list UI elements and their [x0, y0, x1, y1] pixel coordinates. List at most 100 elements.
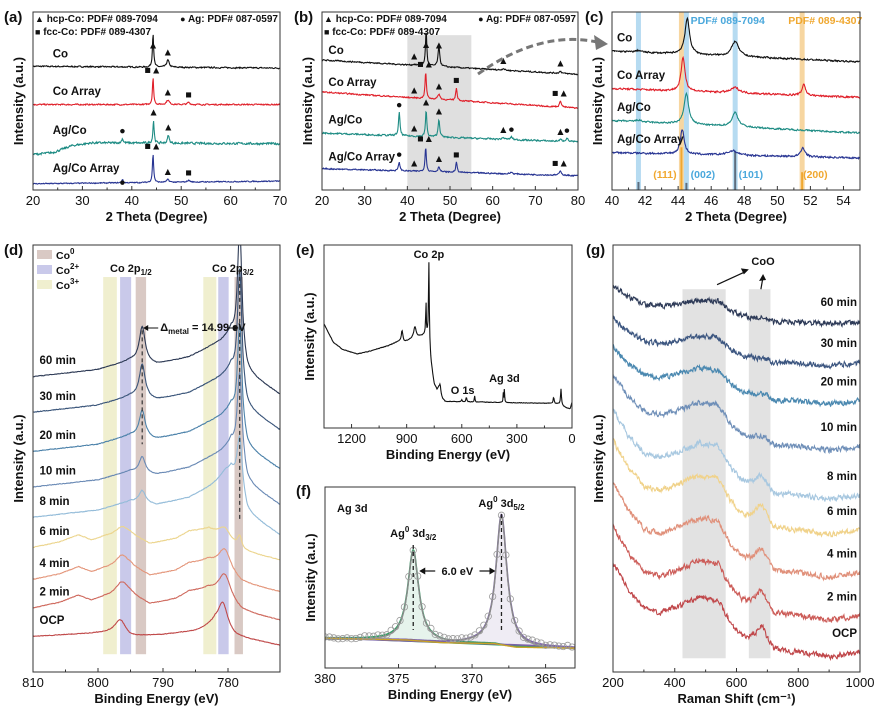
x-tick-label: 20 [26, 193, 40, 208]
data-point [550, 641, 559, 649]
legend-label: Co3+ [56, 277, 79, 292]
panel-g: 60 min 30 min 20 min 10 min 8 min 6 min 4 min 2… [586, 242, 874, 706]
data-point [387, 626, 395, 634]
data-point [515, 627, 523, 635]
data-point [568, 643, 575, 651]
legend-text: hcp-Co: PDF# 089-7094 [44, 14, 158, 25]
plot-area [33, 245, 280, 655]
panel-d: 60 min 30 min 20 min 10 min 8 min 6 min 4 min 2… [4, 242, 281, 706]
series-label: 4 min [827, 549, 857, 561]
x-tick-label: 400 [664, 675, 686, 690]
data-point [533, 638, 541, 646]
series-label: Co Array [617, 70, 666, 82]
peak-label-part: 3d [498, 498, 514, 510]
delta-annotation-part: = 14.99 eV [189, 322, 246, 334]
phase-marker: ▲ [148, 39, 158, 51]
data-point [458, 634, 466, 642]
x-tick-label: 40 [125, 193, 139, 208]
series-label: Ag/Co Array [328, 152, 395, 164]
panel-letter: (a) [4, 9, 22, 26]
series-label: Ag/Co [53, 125, 87, 137]
annotation-arrow [716, 271, 746, 286]
phase-marker: ▲ [409, 158, 419, 170]
x-tick-label: 60 [223, 193, 237, 208]
panel-letter: (e) [296, 242, 314, 259]
series-label: Ag/Co [328, 114, 362, 126]
phase-marker: ■▲ [145, 64, 162, 76]
data-point [480, 621, 488, 629]
series-label: 10 min [821, 422, 857, 434]
series-label: Co [328, 45, 343, 57]
legend-text: fcc-Co: PDF# 089-4307 [40, 27, 151, 38]
phase-marker: ▲ [498, 124, 508, 136]
phase-marker: ▲ [555, 126, 565, 138]
legend-symbol: ▲ [324, 14, 333, 24]
data-point [427, 624, 435, 632]
phase-marker: ▲ [163, 166, 173, 178]
arrow-left-icon [419, 567, 426, 575]
series-label: 2 min [40, 586, 70, 598]
data-point [519, 633, 528, 641]
data-point [555, 642, 563, 650]
series-line-ocp [33, 601, 280, 646]
arrow-right-icon [233, 325, 239, 331]
phase-marker: ▲ [409, 123, 419, 135]
series-label: 8 min [827, 471, 857, 483]
panel-letter: (b) [294, 9, 313, 26]
data-point [330, 634, 338, 642]
series-line-co [612, 16, 860, 64]
data-point [347, 635, 356, 643]
x-tick-label: 40 [400, 193, 414, 208]
peak-label-part: 0 [493, 495, 498, 504]
x-tick-label: 30 [357, 193, 371, 208]
peak-title-part: Co 2p [212, 263, 243, 275]
x-tick-label: 810 [22, 675, 44, 690]
plot-frame [323, 244, 573, 429]
panel-letter: (d) [4, 242, 23, 259]
legend-text: hcp-Co: PDF# 089-7094 [333, 14, 447, 25]
series-label: 6 min [40, 526, 70, 538]
delta-annotation: Δmetal = 14.99 eV [160, 322, 246, 336]
y-axis-label: Intensity (a.u.) [11, 414, 26, 502]
series-line-20-min [33, 322, 280, 470]
legend-label-part: Co [56, 250, 70, 262]
data-point [431, 630, 439, 638]
phase-marker: ▲ [163, 87, 173, 99]
plot-frame [612, 244, 861, 673]
series-line-ag-co [33, 120, 280, 156]
fit-background [325, 637, 575, 649]
fit-component [325, 513, 575, 648]
data-point [506, 595, 514, 603]
panel-e: Co 2p O 1s Ag 3d 1200 900 600 300 0 Binding Ener… [296, 242, 576, 462]
arrow-right-icon [489, 567, 496, 575]
series-label: 20 min [821, 376, 857, 388]
x-axis-label: 2 Theta (Degree) [685, 209, 787, 224]
x-tick-label: 200 [602, 675, 624, 690]
series-line-10-min [613, 373, 860, 455]
y-axis-label: Intensity (a.u.) [590, 57, 605, 145]
data-point [564, 641, 572, 649]
phase-marker: ▲ [163, 122, 173, 134]
data-point [489, 592, 497, 601]
x-tick-label: 1000 [846, 675, 875, 690]
x-tick-label: 370 [461, 671, 483, 686]
reference-band [678, 12, 684, 190]
phase-marker: ▲ [409, 51, 419, 63]
series-line-ag-co [322, 110, 578, 143]
panel-c: Co Co Array Ag/Co Ag/Co Array PDF# 089-7094 P… [585, 9, 863, 224]
data-point [361, 632, 369, 640]
panel-letter: (c) [585, 9, 603, 26]
phase-marker: ■ [185, 167, 191, 179]
x-tick-label: 600 [726, 675, 748, 690]
data-point [325, 633, 329, 641]
state-band [203, 277, 217, 655]
plot-frame [611, 11, 861, 191]
series-line-8-min [33, 434, 280, 535]
legend-entry: ● Ag: PDF# 087-0597 [180, 14, 278, 25]
legend-text: Ag: PDF# 087-0597 [186, 14, 279, 25]
peak-label-part: 0 [405, 525, 410, 534]
data-point [541, 641, 550, 649]
series-label: Co [617, 32, 632, 44]
phase-marker: ▲ [421, 39, 431, 51]
plot-area [325, 511, 575, 651]
